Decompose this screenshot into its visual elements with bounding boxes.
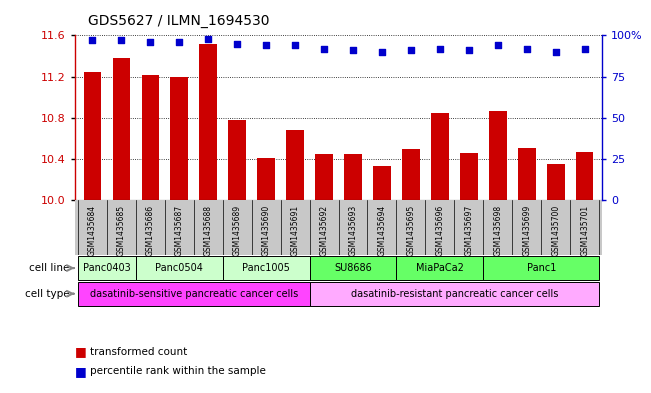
Bar bbox=[431, 113, 449, 200]
Point bbox=[521, 46, 532, 52]
Bar bbox=[402, 149, 420, 200]
Text: GSM1435686: GSM1435686 bbox=[146, 205, 155, 256]
Text: ■: ■ bbox=[75, 345, 87, 358]
Text: dasatinib-sensitive pancreatic cancer cells: dasatinib-sensitive pancreatic cancer ce… bbox=[90, 289, 298, 299]
Bar bbox=[576, 152, 594, 200]
Point bbox=[319, 46, 329, 52]
Text: GSM1435697: GSM1435697 bbox=[464, 205, 473, 256]
Point bbox=[203, 35, 214, 42]
Point bbox=[551, 49, 561, 55]
Text: dasatinib-resistant pancreatic cancer cells: dasatinib-resistant pancreatic cancer ce… bbox=[351, 289, 558, 299]
Point bbox=[464, 47, 474, 53]
Point bbox=[261, 42, 271, 48]
Text: MiaPaCa2: MiaPaCa2 bbox=[416, 263, 464, 273]
Text: GSM1435694: GSM1435694 bbox=[378, 205, 387, 256]
Bar bbox=[484, 256, 600, 280]
Point bbox=[116, 37, 126, 44]
Bar bbox=[286, 130, 304, 200]
Text: GSM1435695: GSM1435695 bbox=[406, 205, 415, 256]
Text: GSM1435699: GSM1435699 bbox=[522, 205, 531, 256]
Text: GSM1435689: GSM1435689 bbox=[232, 205, 242, 256]
Text: GSM1435690: GSM1435690 bbox=[262, 205, 271, 256]
Bar bbox=[77, 282, 309, 305]
Text: GSM1435684: GSM1435684 bbox=[88, 205, 97, 256]
Point bbox=[348, 47, 358, 53]
Bar bbox=[83, 72, 101, 200]
Text: GSM1435693: GSM1435693 bbox=[348, 205, 357, 256]
Bar bbox=[77, 256, 135, 280]
Point bbox=[406, 47, 416, 53]
Point bbox=[435, 46, 445, 52]
Text: GSM1435701: GSM1435701 bbox=[580, 205, 589, 256]
Text: percentile rank within the sample: percentile rank within the sample bbox=[90, 366, 266, 376]
Point bbox=[290, 42, 300, 48]
Text: GSM1435688: GSM1435688 bbox=[204, 205, 213, 256]
Text: GSM1435685: GSM1435685 bbox=[117, 205, 126, 256]
Text: GSM1435700: GSM1435700 bbox=[551, 205, 561, 256]
Text: Panc0504: Panc0504 bbox=[155, 263, 203, 273]
Bar bbox=[309, 282, 600, 305]
Point bbox=[87, 37, 98, 44]
Text: SU8686: SU8686 bbox=[334, 263, 372, 273]
Bar bbox=[113, 58, 130, 200]
Point bbox=[579, 46, 590, 52]
Text: cell type: cell type bbox=[25, 289, 70, 299]
Bar bbox=[518, 148, 536, 200]
Bar bbox=[257, 158, 275, 200]
Bar bbox=[396, 256, 484, 280]
Text: GSM1435691: GSM1435691 bbox=[290, 205, 299, 256]
Bar bbox=[223, 256, 309, 280]
Point bbox=[174, 39, 184, 45]
Bar bbox=[344, 154, 362, 200]
Bar bbox=[171, 77, 188, 200]
Point bbox=[232, 40, 242, 47]
Bar bbox=[315, 154, 333, 200]
Text: GSM1435692: GSM1435692 bbox=[320, 205, 329, 256]
Text: Panc0403: Panc0403 bbox=[83, 263, 131, 273]
Point bbox=[145, 39, 156, 45]
Bar bbox=[460, 153, 478, 200]
Text: ■: ■ bbox=[75, 365, 87, 378]
Bar bbox=[309, 256, 396, 280]
Bar bbox=[135, 256, 223, 280]
Bar bbox=[373, 166, 391, 200]
Text: Panc1: Panc1 bbox=[527, 263, 556, 273]
Text: GSM1435698: GSM1435698 bbox=[493, 205, 503, 256]
Bar bbox=[199, 44, 217, 200]
Text: transformed count: transformed count bbox=[90, 347, 187, 357]
Text: GSM1435687: GSM1435687 bbox=[174, 205, 184, 256]
Bar bbox=[489, 110, 506, 200]
Bar bbox=[229, 120, 246, 200]
Text: GSM1435696: GSM1435696 bbox=[436, 205, 445, 256]
Bar bbox=[547, 164, 564, 200]
Point bbox=[493, 42, 503, 48]
Text: GDS5627 / ILMN_1694530: GDS5627 / ILMN_1694530 bbox=[88, 13, 270, 28]
Text: Panc1005: Panc1005 bbox=[242, 263, 290, 273]
Text: cell line: cell line bbox=[29, 263, 70, 273]
Point bbox=[377, 49, 387, 55]
Bar bbox=[141, 75, 159, 200]
